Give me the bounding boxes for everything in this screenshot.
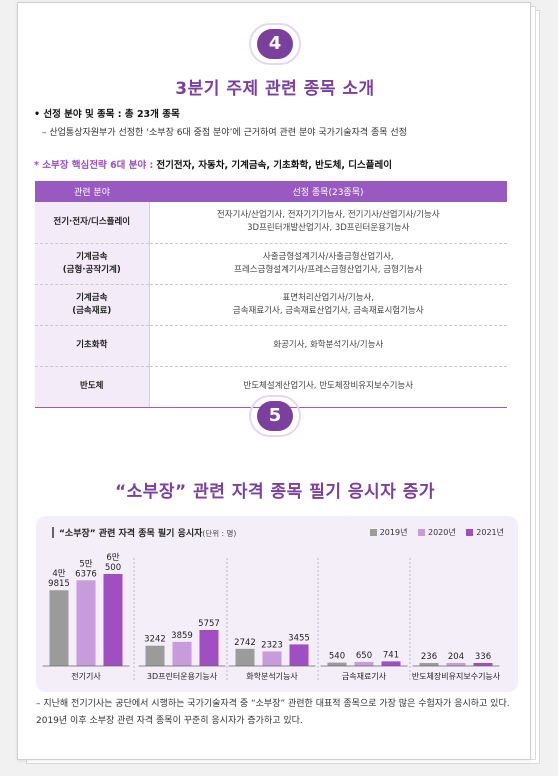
bar-2021년-전기기사 [103,574,123,666]
data-label: 2742 [234,638,256,648]
data-label: 6376 [75,569,97,579]
legend-label-2020: 2020년 [427,528,456,537]
field-name: 기초화학 [76,340,108,350]
bar-2021년-화학분석기능사 [289,644,309,666]
table-cell-items: 표면처리산업기사/기능사, 금속재료기사, 금속재료산업기사, 금속재료시험기능사 [149,283,507,325]
bar-2020년-반도체장비유지보수기능사 [446,663,466,666]
table-row: 반도체 반도체설계산업기사, 반도체장비유지보수기능사 [35,365,507,408]
chart-title: “소부장” 관련 자격 종목 필기 응시자(단위 : 명) [52,526,236,539]
data-label: 336 [475,652,491,662]
field-sub: (금속재료) [72,305,112,316]
data-label: 9815 [48,579,70,589]
category-label: 전기기사 [71,671,101,681]
field-sub: (금형·공작기계) [62,264,121,275]
field-name: 전기·전자/디스플레이 [53,216,131,227]
category-label: 화학분석기능사 [246,671,298,681]
selection-summary: • 선정 분야 및 종목 : 총 23개 종목 [34,109,180,120]
items-line: 프레스금형설계기사/프레스금형산업기사, 금형기능사 [234,264,423,275]
table-cell-field: 기계금속 (금형·공작기계) [35,242,150,284]
data-label: 500 [105,563,121,573]
legend-swatch-2019 [369,529,377,536]
table-header-row: 관련 분야 선정 종목(23종목) [35,181,507,202]
items-line: 전자기사/산업기사, 전자기기기능사, 전기기사/산업기사/기능사 [216,210,440,221]
selected-items-table: 관련 분야 선정 종목(23종목) 전기·전자/디스플레이 전자기사/산업기사,… [35,181,507,408]
chart-footnote: – 지난해 전기기사는 공단에서 시행하는 국가기술자격 중 “소부장” 관련한… [36,699,510,726]
category-label: 3D프린터운용기능사 [147,671,218,681]
bar-2019년-화학분석기능사 [235,648,255,666]
data-label: 6만 [106,553,119,563]
core-strategy-fields: * 소부장 핵심전략 6대 분야 : 전기전자, 자동차, 기계금속, 기초화학… [34,157,392,171]
data-label: 3455 [288,633,310,643]
data-label: 650 [356,651,372,661]
chart-unit: (단위 : 명) [202,529,237,538]
section-4-number: 4 [268,33,282,54]
data-label: 540 [329,652,345,662]
core-strategy-label: * 소부장 핵심전략 6대 분야 : [34,160,154,171]
chart-panel: “소부장” 관련 자격 종목 필기 응시자(단위 : 명) 2019년 2020… [36,516,518,692]
title-accent-bar [52,527,54,538]
table-row: 기초화학 화공기사, 화학분석기사/기능사 [35,324,507,366]
section-5-title: “소부장” 관련 자격 종목 필기 응시자 증가 [114,482,436,502]
category-label: 반도체장비유지보수기능사 [412,671,501,681]
field-name: 기계금속 [76,251,108,262]
bar-2019년-금속재료기사 [327,662,347,666]
bar-2019년-전기기사 [49,590,69,666]
data-label: 5만 [79,559,92,569]
table-row: 기계금속 (금형·공작기계) 사출금형설계기사/사출금형산업기사, 프레스금형설계기… [35,242,507,284]
data-label: 3242 [144,635,166,645]
table-row: 전기·전자/디스플레이 전자기사/산업기사, 전자기기기능사, 전기기사/산업기… [35,202,507,243]
table-cell-field: 기초화학 [35,324,150,366]
items-line: 표면처리산업기사/기능사, [282,292,375,303]
field-name: 반도체 [80,381,104,391]
category-label: 금속재료기사 [342,672,387,681]
table-cell-items: 전자기사/산업기사, 전자기기기능사, 전기기사/산업기사/기능사 3D프린터개발… [149,202,507,243]
section-5-number-badge: 5 [249,395,301,437]
bar-2021년-반도체장비유지보수기능사 [473,663,493,666]
table-cell-items: 화공기사, 화학분석기사/기능사 [149,324,507,366]
table-row: 기계금속 (금속재료) 표면처리산업기사/기능사, 금속재료기사, 금속재료산업기사… [35,283,507,325]
chart-title-text: “소부장” 관련 자격 종목 필기 응시자 [59,529,203,539]
items-line: 3D프린터개발산업기사, 3D프린터운용기능사 [247,223,410,234]
table-cell-field: 반도체 [35,365,150,408]
selection-basis: – 산업통상자원부가 선정한 ‘소부장 6대 중점 분야’에 근거하여 관련 분… [42,128,407,138]
table-cell-field: 기계금속 (금속재료) [35,283,150,325]
table-header-field: 관련 분야 [35,181,149,202]
bar-2019년-3D프린터운용기능사 [145,645,165,666]
data-label: 5757 [198,619,220,629]
data-label: 236 [421,652,437,662]
field-name: 기계금속 [76,292,108,303]
document-page: 4 3분기 주제 관련 종목 소개 • 선정 분야 및 종목 : 총 23개 종… [17,2,531,760]
bar-2020년-화학분석기능사 [262,651,282,666]
items-line: 사출금형설계기사/사출금형산업기사, [262,251,394,262]
data-label: 4만 [52,569,65,579]
data-label: 2323 [261,640,283,650]
table-cell-items: 반도체설계산업기사, 반도체장비유지보수기능사 [149,365,507,408]
bar-2020년-전기기사 [76,580,96,666]
data-label: 741 [383,650,399,660]
legend-swatch-2021 [466,529,474,536]
data-label: 204 [448,652,464,662]
chart-legend: 2019년 2020년 2021년 [362,527,504,538]
bar-2021년-3D프린터운용기능사 [199,630,219,666]
items-line: 화공기사, 화학분석기사/기능사 [273,340,384,350]
bar-2021년-금속재료기사 [381,661,401,666]
section-4-number-badge: 4 [249,23,301,65]
items-line: 반도체설계산업기사, 반도체장비유지보수기능사 [243,381,414,391]
legend-swatch-2020 [417,529,425,536]
bar-2019년-반도체장비유지보수기능사 [419,663,439,666]
section-5-number: 5 [268,405,282,426]
legend-label-2019: 2019년 [379,528,408,537]
items-line: 금속재료기사, 금속재료산업기사, 금속재료시험기능사 [232,305,424,316]
legend-label-2021: 2021년 [476,528,504,537]
table-cell-field: 전기·전자/디스플레이 [35,202,150,243]
data-label: 3859 [171,631,193,641]
section-4-title: 3분기 주제 관련 종목 소개 [175,79,375,99]
bar-2020년-금속재료기사 [354,661,374,666]
bar-2020년-3D프린터운용기능사 [172,641,192,666]
core-strategy-value: 전기전자, 자동차, 기계금속, 기초화학, 반도체, 디스플레이 [156,160,392,171]
table-header-items: 선정 종목(23종목) [149,181,507,202]
table-cell-items: 사출금형설계기사/사출금형산업기사, 프레스금형설계기사/프레스금형산업기사, 금… [149,242,507,284]
